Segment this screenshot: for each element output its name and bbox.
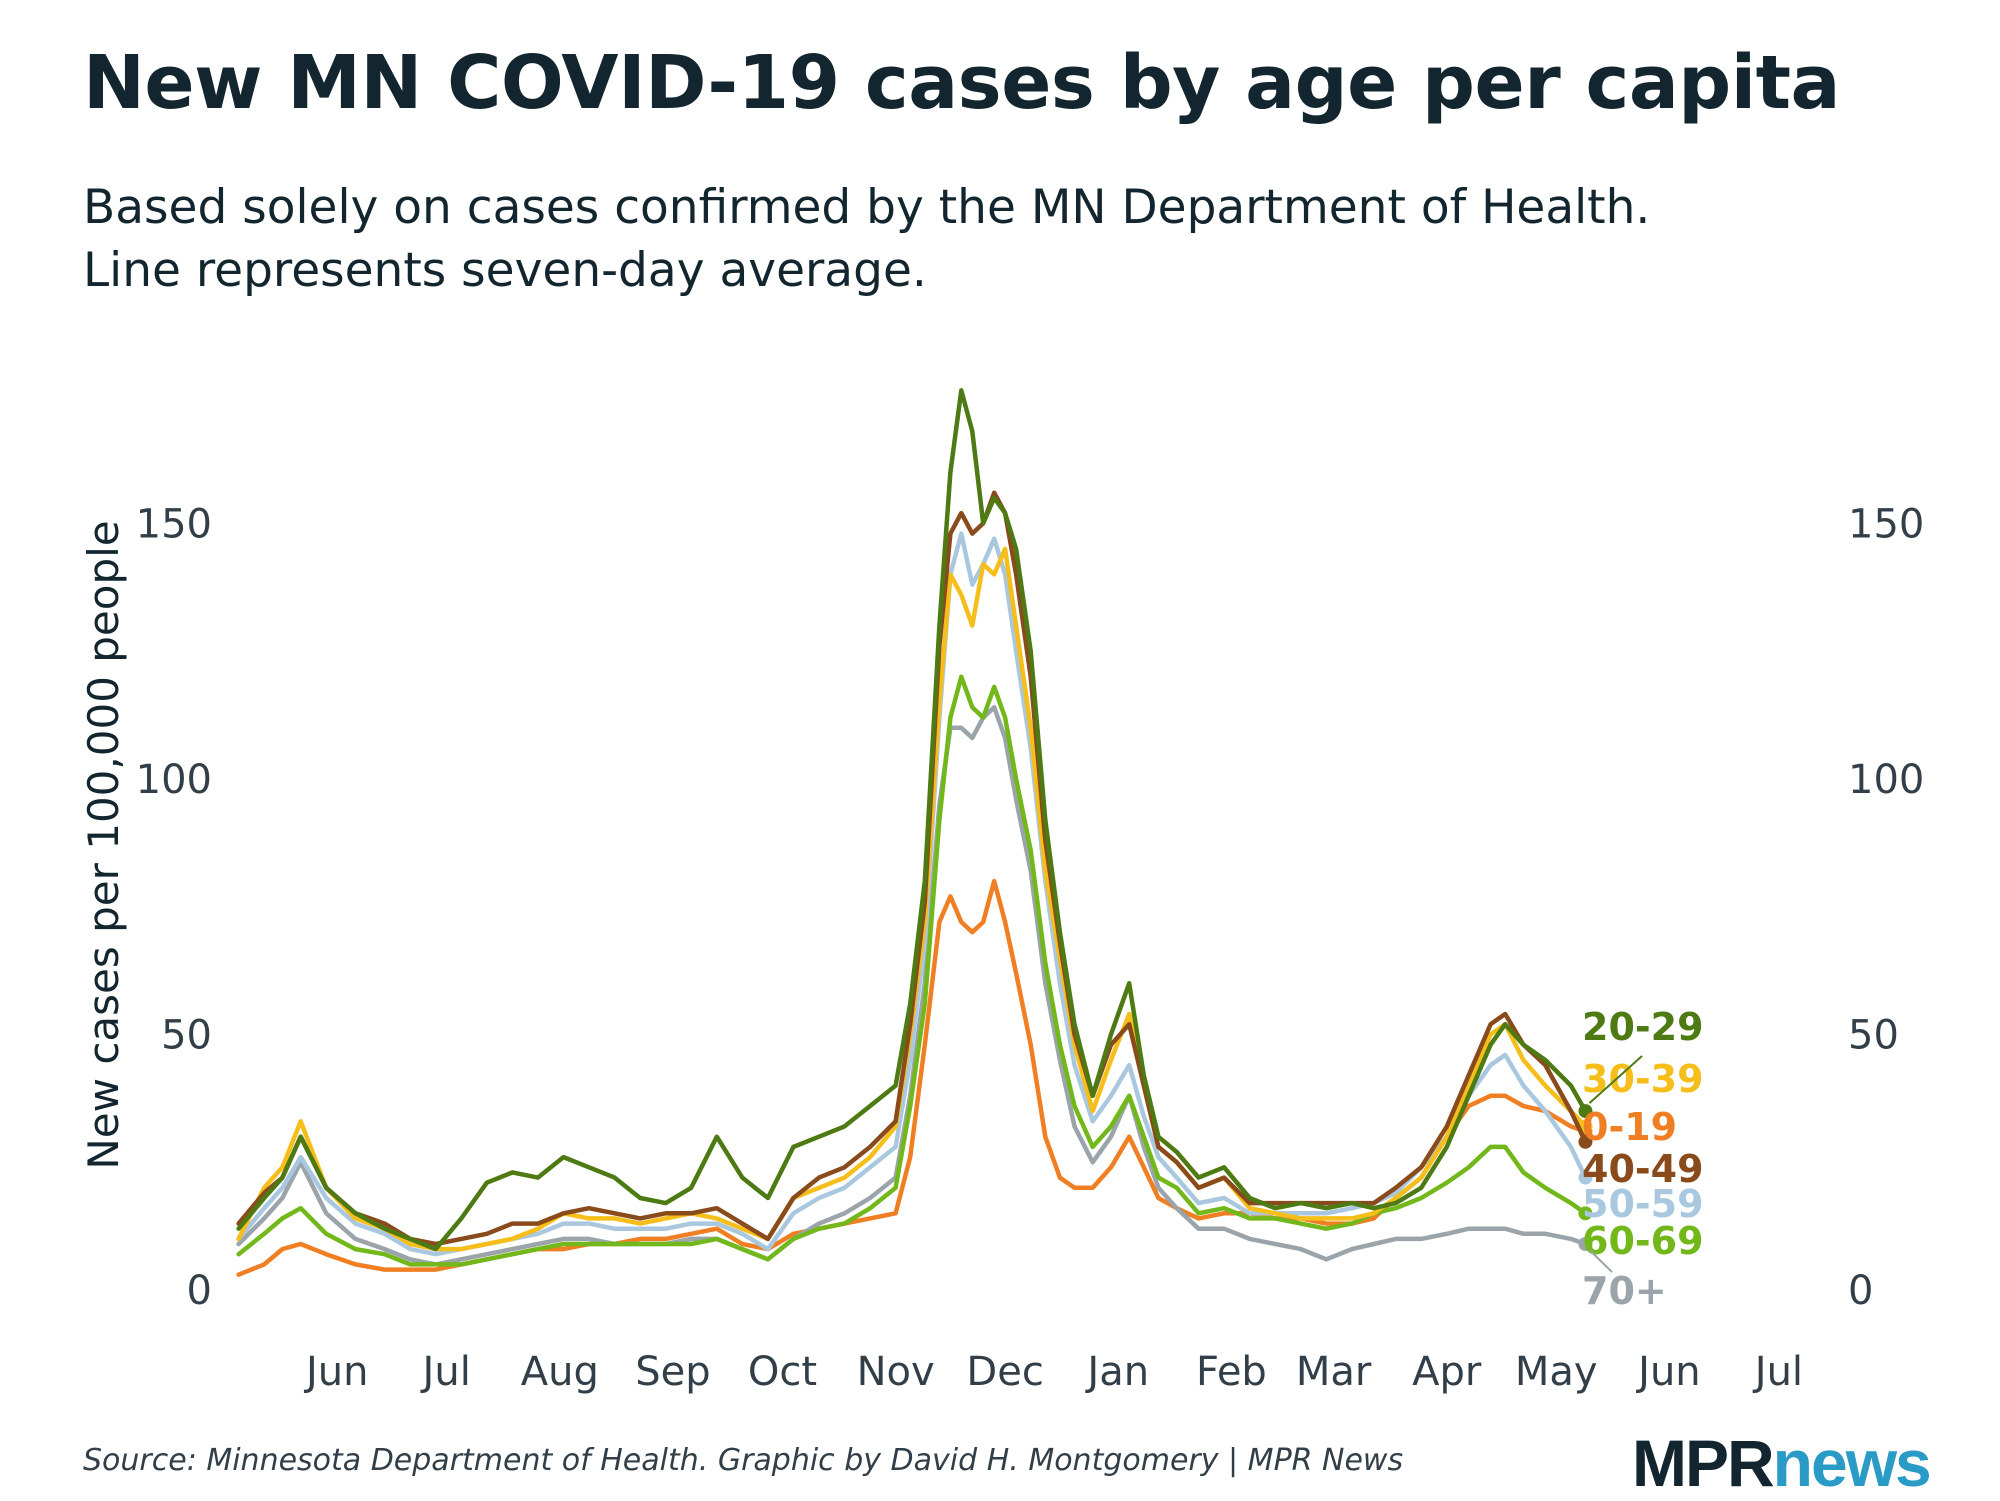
chart-title: New MN COVID-19 cases by age per capita: [83, 40, 1840, 126]
y-tick-label-left: 50: [161, 1012, 212, 1058]
x-tick-label: Aug: [521, 1349, 599, 1395]
y-tick-label-left: 100: [136, 757, 212, 803]
series-end-point-40-49: [1578, 1134, 1593, 1149]
x-tick-label: Jan: [1084, 1349, 1149, 1395]
series-label-20-29: 20-29: [1582, 1005, 1704, 1049]
y-tick-label-right: 0: [1848, 1268, 1873, 1314]
source-note: Source: Minnesota Department of Health. …: [83, 1443, 1404, 1478]
series-label-50-59: 50-59: [1582, 1182, 1704, 1226]
x-tick-label: Jul: [1752, 1349, 1803, 1395]
x-tick-label: Jun: [1635, 1349, 1701, 1395]
x-tick-label: Dec: [966, 1349, 1043, 1395]
series-line-60-69: [236, 674, 1588, 1267]
x-tick-label: Jun: [303, 1349, 369, 1395]
leader-line-70plus: [1588, 1249, 1613, 1273]
mpr-news-logo: MPRnews: [1632, 1425, 1932, 1500]
series-end-point-50-59: [1578, 1170, 1593, 1185]
series-label-60-69: 60-69: [1582, 1219, 1704, 1263]
y-tick-label-right: 150: [1848, 501, 1924, 547]
series-label-0-19: 0-19: [1582, 1105, 1677, 1149]
x-tick-label: Feb: [1196, 1349, 1267, 1395]
series-label-40-49: 40-49: [1582, 1147, 1704, 1191]
y-tick-label-left: 150: [136, 501, 212, 547]
series-line-30-39: [236, 546, 1588, 1252]
series-end-point-20-29: [1578, 1104, 1593, 1119]
series-label-30-39: 30-39: [1582, 1057, 1704, 1101]
x-tick-label: Nov: [857, 1349, 935, 1395]
logo-mpr: MPR: [1632, 1426, 1775, 1500]
leader-line-20-29: [1588, 1055, 1643, 1104]
series-end-point-60-69: [1578, 1206, 1593, 1221]
y-tick-label-right: 50: [1848, 1012, 1899, 1058]
series-line-70plus: [236, 705, 1588, 1267]
x-tick-label: Mar: [1296, 1349, 1372, 1395]
y-tick-label-right: 100: [1848, 757, 1924, 803]
x-tick-label: May: [1515, 1349, 1598, 1395]
chart-subtitle-line-2: Line represents seven-day average.: [83, 243, 927, 298]
chart-subtitle-line-1: Based solely on cases confirmed by the M…: [83, 180, 1651, 235]
series-end-point-70plus: [1578, 1237, 1593, 1251]
series-line-20-29: [236, 388, 1588, 1252]
x-tick-label: Oct: [748, 1349, 817, 1395]
x-tick-label: Apr: [1412, 1349, 1482, 1395]
x-tick-label: Jul: [420, 1349, 471, 1395]
logo-news: news: [1772, 1426, 1932, 1500]
y-axis-title: New cases per 100,000 people: [79, 520, 128, 1169]
y-tick-label-left: 0: [187, 1268, 212, 1314]
series-label-70plus: 70+: [1582, 1269, 1667, 1313]
x-tick-label: Sep: [635, 1349, 710, 1395]
